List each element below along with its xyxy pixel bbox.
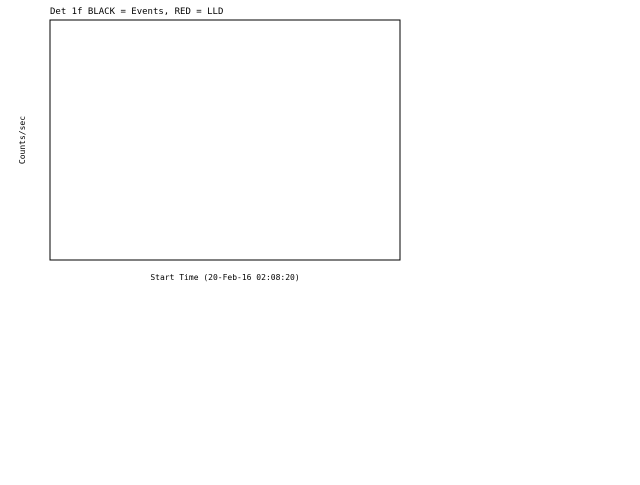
y-axis-label: Counts/sec bbox=[18, 116, 27, 164]
x-axis-label: Start Time (20-Feb-16 02:08:20) bbox=[150, 273, 299, 282]
plot-frame bbox=[49, 19, 401, 261]
panel-title: Det 1f BLACK = Events, RED = LLD bbox=[50, 7, 223, 17]
